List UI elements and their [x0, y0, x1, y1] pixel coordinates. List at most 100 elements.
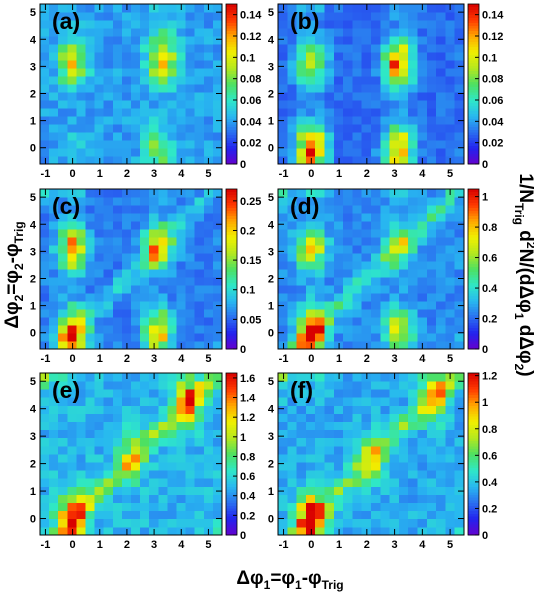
heatmap-cell — [380, 221, 390, 230]
heatmap-cell — [352, 454, 363, 463]
colorbar-step — [226, 301, 237, 305]
heatmap-cell — [352, 470, 363, 479]
heatmap-cell — [296, 4, 307, 13]
heatmap-cell — [436, 413, 446, 422]
colorbar-step — [468, 532, 479, 536]
heatmap-cell — [287, 445, 297, 455]
heatmap-cell — [278, 518, 288, 528]
heatmap-cell — [380, 269, 390, 278]
colorbar-step — [468, 497, 479, 501]
heatmap-cell — [324, 285, 335, 294]
heatmap-cell — [287, 421, 297, 431]
heatmap-cell — [371, 221, 381, 230]
heatmap-cell — [131, 20, 141, 29]
heatmap-cell — [85, 12, 95, 21]
heatmap-cell — [426, 116, 437, 125]
heatmap-cell — [194, 100, 205, 109]
heatmap-cell — [40, 325, 50, 334]
colorbar-step — [468, 314, 479, 318]
colorbar-step — [226, 78, 237, 82]
heatmap-cell — [398, 124, 409, 133]
y-tick-label: 2 — [30, 88, 36, 100]
heatmap-cell — [212, 445, 223, 455]
heatmap-cell — [436, 44, 446, 53]
heatmap-cell — [67, 510, 77, 520]
heatmap-cell — [167, 486, 177, 495]
colorbar-step — [226, 335, 237, 339]
heatmap-cell — [278, 397, 288, 406]
heatmap-cell — [287, 526, 297, 536]
colorbar-step — [468, 145, 479, 149]
heatmap-cell — [389, 317, 400, 326]
heatmap-cell — [408, 229, 418, 238]
heatmap-cell — [287, 156, 297, 165]
heatmap-cell — [408, 197, 418, 206]
heatmap-cell — [296, 60, 307, 69]
heatmap-cell — [426, 205, 437, 214]
heatmap-cell — [417, 518, 428, 528]
heatmap-cell — [140, 12, 150, 21]
heatmap-cell — [324, 60, 335, 69]
heatmap-cell — [103, 20, 114, 29]
heatmap-cell — [278, 44, 288, 53]
heatmap-cell — [454, 12, 465, 21]
heatmap-cell — [315, 293, 325, 302]
heatmap-cell — [185, 293, 196, 302]
heatmap-cell — [389, 60, 400, 69]
heatmap-cell — [131, 325, 141, 334]
colorbar-step — [226, 521, 237, 525]
heatmap-cell — [324, 36, 335, 45]
y-tick-label: 5 — [30, 192, 36, 204]
heatmap-cell — [333, 44, 344, 53]
heatmap-cell — [176, 437, 186, 447]
heatmap-cell — [305, 132, 316, 141]
heatmap-cell — [76, 413, 86, 422]
colorbar-step — [468, 142, 479, 146]
heatmap-cell — [194, 237, 205, 246]
colorbar-frame-0 — [225, 3, 238, 165]
heatmap-cell — [324, 92, 335, 101]
heatmap-cell — [315, 44, 325, 53]
colorbar-step — [226, 475, 237, 479]
heatmap-cell — [417, 237, 428, 246]
heatmap-cell — [426, 124, 437, 133]
heatmap-cell — [85, 116, 95, 125]
heatmap-cell — [103, 510, 114, 520]
colorbar-step — [468, 12, 479, 16]
colorbar-step — [468, 383, 479, 387]
colorbar-step — [226, 36, 237, 40]
colorbar-step — [468, 330, 479, 334]
colorbar-step — [468, 129, 479, 133]
heatmap-cell — [408, 526, 418, 536]
heatmap-cell — [212, 454, 223, 463]
heatmap-cell — [361, 12, 372, 21]
heatmap-cell — [94, 381, 105, 390]
heatmap-cell — [94, 116, 105, 125]
colorbar-step — [468, 4, 479, 8]
colorbar-step — [468, 223, 479, 227]
heatmap-cell — [212, 421, 223, 431]
heatmap-cell — [436, 333, 446, 342]
colorbar-step — [226, 338, 237, 342]
heatmap-cell — [426, 381, 437, 390]
heatmap-cell — [212, 68, 223, 77]
heatmap-cell — [185, 132, 196, 141]
heatmap-cell — [76, 4, 86, 13]
heatmap-cell — [454, 108, 465, 117]
colorbar-step — [226, 231, 237, 235]
heatmap-cell — [408, 405, 418, 414]
heatmap-cell — [103, 341, 114, 350]
colorbar-step — [468, 150, 479, 154]
heatmap-cell — [58, 421, 68, 431]
heatmap-cell — [103, 245, 114, 254]
x-tick-label: 1 — [97, 168, 103, 180]
heatmap-cell — [454, 478, 465, 487]
colorbar-step — [226, 341, 237, 345]
heatmap-cell — [176, 325, 186, 334]
heatmap-cell — [167, 445, 177, 455]
heatmap-cell — [76, 269, 86, 278]
heatmap-cell — [343, 140, 353, 149]
heatmap-cell — [112, 309, 123, 318]
heatmap-cell — [194, 148, 205, 157]
heatmap-cell — [426, 4, 437, 13]
